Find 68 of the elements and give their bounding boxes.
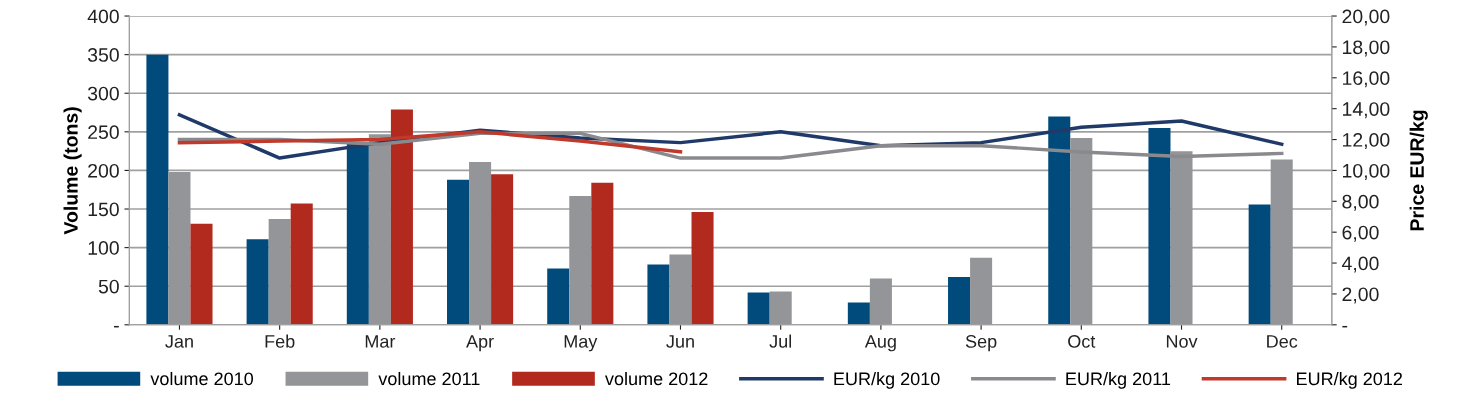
- bar: [146, 54, 169, 325]
- bar: [190, 223, 213, 325]
- y2-tick-label: 18,00: [1343, 40, 1390, 57]
- bar: [469, 161, 492, 325]
- bar: [1148, 127, 1171, 325]
- x-tick-label: Mar: [365, 335, 396, 348]
- y2-tick-label: 10,00: [1343, 163, 1390, 180]
- y-tick-label: 250: [88, 125, 119, 140]
- legend-label: volume 2011: [378, 371, 480, 386]
- bar: [547, 268, 570, 325]
- line-series: [177, 130, 683, 154]
- x-tick-label: Aug: [864, 335, 896, 352]
- y2-tick-label: 16,00: [1343, 71, 1390, 88]
- y2-tick-label: 4,00: [1341, 256, 1379, 273]
- y2-tick-label: 2,00: [1342, 287, 1379, 304]
- y2-tick-label: 8,00: [1342, 194, 1379, 211]
- y2-tick-label: 20,00: [1342, 9, 1390, 26]
- x-tick-label: Nov: [1166, 335, 1198, 348]
- x-tick-label: Dec: [1267, 335, 1298, 348]
- y-tick-label: 50: [98, 279, 119, 294]
- bar: [970, 257, 993, 325]
- bar: [268, 219, 291, 325]
- x-tick-label: May: [564, 335, 598, 352]
- legend-label: volume 2010: [150, 371, 254, 386]
- bar: [569, 195, 592, 325]
- bar: [491, 174, 514, 325]
- x-tick-label: Oct: [1068, 335, 1096, 348]
- bar: [591, 182, 614, 325]
- bar: [691, 212, 714, 325]
- bar: [647, 264, 670, 325]
- legend-label: volume 2012: [605, 371, 708, 386]
- y2-tick-label: -: [1342, 325, 1348, 328]
- bar: [769, 291, 792, 325]
- y-tick-label: -: [114, 325, 119, 328]
- x-tick-label: Apr: [466, 335, 494, 352]
- legend-label: EUR/kg 2010: [834, 371, 940, 389]
- y2-tick-label: 14,00: [1343, 102, 1390, 119]
- bar: [1270, 159, 1293, 325]
- x-tick-label: Sep: [965, 335, 997, 352]
- bar: [948, 276, 971, 325]
- y2-tick-label: 6,00: [1342, 225, 1379, 242]
- y-tick-label: 400: [87, 9, 119, 24]
- y2-tick-label: 12,00: [1343, 133, 1390, 150]
- bar: [447, 179, 470, 325]
- bar: [847, 302, 870, 325]
- bar: [346, 143, 369, 325]
- bar: [168, 171, 191, 325]
- y-tick-label: 150: [88, 202, 119, 217]
- x-tick-label: Feb: [265, 334, 295, 348]
- y-tick-label: 350: [87, 48, 119, 62]
- legend-label: EUR/kg 2012: [1297, 371, 1402, 389]
- bar: [869, 278, 892, 325]
- bar: [669, 254, 692, 325]
- x-tick-label: Jun: [666, 335, 694, 348]
- y-tick-label: 300: [87, 86, 119, 101]
- x-tick-label: Jul: [769, 334, 792, 348]
- bar: [747, 292, 770, 325]
- y-tick-label: 100: [88, 241, 119, 255]
- y2-axis-title: Price EUR/kg: [1409, 110, 1428, 231]
- x-tick-label: Jan: [165, 335, 193, 348]
- bar: [390, 109, 413, 325]
- bar: [1048, 116, 1071, 325]
- y-axis-title: Volume (tons): [63, 107, 82, 235]
- bar: [1248, 204, 1271, 325]
- y-tick-label: 200: [88, 163, 119, 178]
- bar: [290, 203, 313, 325]
- legend-label: EUR/kg 2011: [1066, 371, 1171, 389]
- bar: [246, 239, 269, 325]
